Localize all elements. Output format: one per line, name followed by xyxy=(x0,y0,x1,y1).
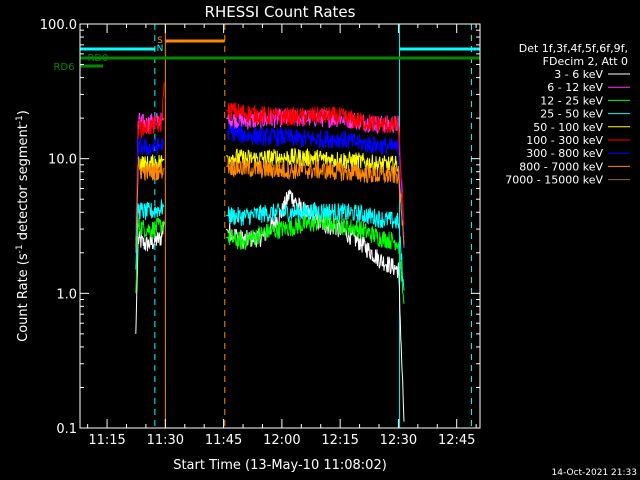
x-tick-label: 12:00 xyxy=(263,433,300,448)
y-axis-label-part: detector segment xyxy=(16,124,31,244)
chart-title: RHESSI Count Rates xyxy=(205,3,356,21)
flag-label-s: S xyxy=(157,36,163,46)
legend-entry-label: 25 - 50 keV xyxy=(540,108,603,121)
flag-label-rd0: RD0 xyxy=(87,53,108,64)
series-line-7 xyxy=(135,123,405,240)
y-axis-label: Count Rate (s-1 detector segment-1) xyxy=(15,110,31,342)
y-axis-label-part: ) xyxy=(16,110,31,115)
y-tick-label: 10.0 xyxy=(48,153,77,168)
timestamp: 14-Oct-2021 21:33 xyxy=(552,468,637,478)
legend-entry-label: 100 - 300 keV xyxy=(526,134,603,147)
y-axis-label-part: -1 xyxy=(15,115,25,124)
x-tick-label: 11:15 xyxy=(88,433,125,448)
flag-label-rd6: RD6 xyxy=(53,62,74,73)
x-axis-label: Start Time (13-May-10 11:08:02) xyxy=(173,458,387,473)
legend-header-line: Det 1f,3f,4f,5f,6f,9f, xyxy=(519,42,628,55)
plot-area: SN RD0 RD6 xyxy=(53,24,480,428)
axes: 11:15 11:30 11:45 12:00 12:15 12:30 12:45 0.1 1.… xyxy=(40,18,480,448)
series-line-6 xyxy=(135,82,405,230)
y-tick-label: 100.0 xyxy=(40,18,77,33)
legend-entry-label: 6 - 12 keV xyxy=(547,81,603,94)
legend-entry-label: 7000 - 15000 keV xyxy=(505,174,603,187)
flag-label-n: N xyxy=(157,44,164,54)
legend: Det 1f,3f,4f,5f,6f,9f,FDecim 2, Att 03 -… xyxy=(505,42,630,187)
y-tick-label: 0.1 xyxy=(56,422,77,437)
x-tick-label: 11:30 xyxy=(147,433,184,448)
series-line-3 xyxy=(135,213,405,304)
legend-entry-label: 50 - 100 keV xyxy=(533,121,603,134)
x-tick-label: 12:15 xyxy=(321,433,358,448)
x-tick-label: 11:45 xyxy=(205,433,242,448)
plot-frame xyxy=(79,23,481,429)
legend-entry-label: 800 - 7000 keV xyxy=(519,160,603,173)
legend-entry-label: 12 - 25 keV xyxy=(540,94,603,107)
x-tick-label: 12:45 xyxy=(438,433,475,448)
x-tick-label: 12:30 xyxy=(380,433,417,448)
y-tick-label: 1.0 xyxy=(56,287,77,302)
y-axis-label-part: Count Rate (s xyxy=(16,253,31,342)
legend-header-line: FDecim 2, Att 0 xyxy=(543,55,628,68)
series-line-4 xyxy=(135,199,405,291)
series-line-8 xyxy=(135,157,405,248)
legend-entry-label: 3 - 6 keV xyxy=(554,68,603,81)
y-axis-label-part: -1 xyxy=(15,244,25,253)
legend-entry-label: 300 - 800 keV xyxy=(526,147,603,160)
